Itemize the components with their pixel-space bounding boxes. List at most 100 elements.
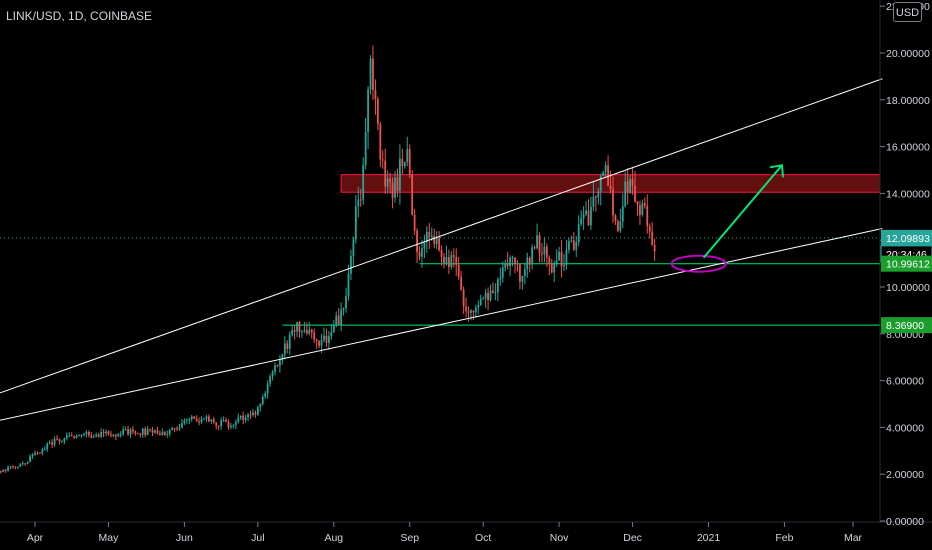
candle-body [563,265,565,267]
support-level-tag: 10.99612 [886,259,930,271]
candle-body [541,253,543,255]
y-tick-label: 10.00000 [886,282,930,294]
candle-body [291,330,294,335]
candle-body [381,159,384,161]
candle-body [51,442,54,445]
candle-body [48,442,51,444]
candle-body [516,263,519,265]
candle-body [421,248,423,257]
candle-body [239,415,242,418]
x-tick-label: Jul [251,532,264,544]
x-tick-label: Feb [775,532,793,544]
candle-body [506,263,509,266]
candle-body [364,131,367,166]
candle-body [124,429,127,431]
candle-body [472,310,475,313]
candle-body [271,371,274,377]
support-level-tag-bg [881,255,932,272]
candle-body [367,89,369,132]
candle-body [24,463,27,465]
candle-body [602,172,605,176]
candle-body [345,296,347,309]
projection-arrow-shaft [702,164,783,259]
candle-body [53,438,56,445]
current-price-tag-bg [881,229,932,246]
candle-body [560,251,563,267]
candle-body [614,215,617,222]
candle-body [26,461,29,464]
candle-body [70,435,73,437]
current-price-tag: 12.09893 [886,233,930,245]
candle-body [492,290,494,294]
candle-body [173,428,176,430]
candle-body [528,257,531,265]
candle-body [325,335,328,343]
candle-body [604,165,607,173]
candle-body [58,439,61,442]
candle-body [90,435,93,438]
candle-body [519,264,521,282]
candle-body [288,334,291,349]
candle-body [543,246,546,255]
candle-body [63,437,66,442]
candle-body [68,435,71,437]
candle-body [612,189,614,216]
candle-body [217,425,220,427]
candle-body [585,210,587,215]
candle-body [452,255,455,257]
candle-body [479,298,482,306]
candle-body [92,436,95,438]
candle-body [408,149,411,176]
candle-body [372,58,374,90]
candle-body [249,414,252,416]
y-tick-label: 6.00000 [886,376,924,388]
candle-body [646,205,649,227]
time-axis[interactable]: Apr May Jun Jul Aug Sep Oct Nov Dec 2021 Feb Mar [27,522,863,544]
candle-body [286,343,289,349]
candle-body [538,235,541,254]
candle-body [320,339,323,346]
candle-body [266,383,269,394]
candle-body [296,321,298,332]
candle-body [4,469,7,471]
candle-body [401,158,404,167]
highlight-ellipse [670,254,727,273]
candle-body [484,292,487,299]
candle-body [252,412,254,416]
candle-body [443,256,445,263]
candle-body [455,256,458,265]
candle-body [399,158,401,191]
candle-body [308,329,311,334]
candle-body [56,438,58,440]
candle-body [97,434,100,437]
candle-body [389,178,392,183]
candle-body [222,419,225,421]
candle-body [548,257,551,264]
support-level-tag-bg [881,317,932,334]
candle-body [31,454,34,457]
candle-body [237,417,240,423]
candle-body [151,429,154,433]
candle-body [330,332,333,337]
candle-body [536,235,538,248]
candle-body [136,433,139,435]
candle-body [619,221,622,231]
y-tick-label: 0.00000 [886,516,924,528]
candle-body [207,416,210,422]
candle-body [232,425,235,427]
currency-button[interactable]: USD [893,2,922,22]
candle-body [379,124,382,160]
candle-body [438,237,441,250]
candle-body [141,428,144,435]
candle-body [301,331,303,333]
candle-body [597,191,600,198]
levels-layer [0,237,880,326]
candle-body [572,240,575,250]
x-tick-label: Mar [844,532,863,544]
candle-body [396,177,399,191]
candle-body [403,162,406,167]
candle-body [499,277,502,280]
candle-body [139,433,142,435]
candle-body [580,218,583,225]
